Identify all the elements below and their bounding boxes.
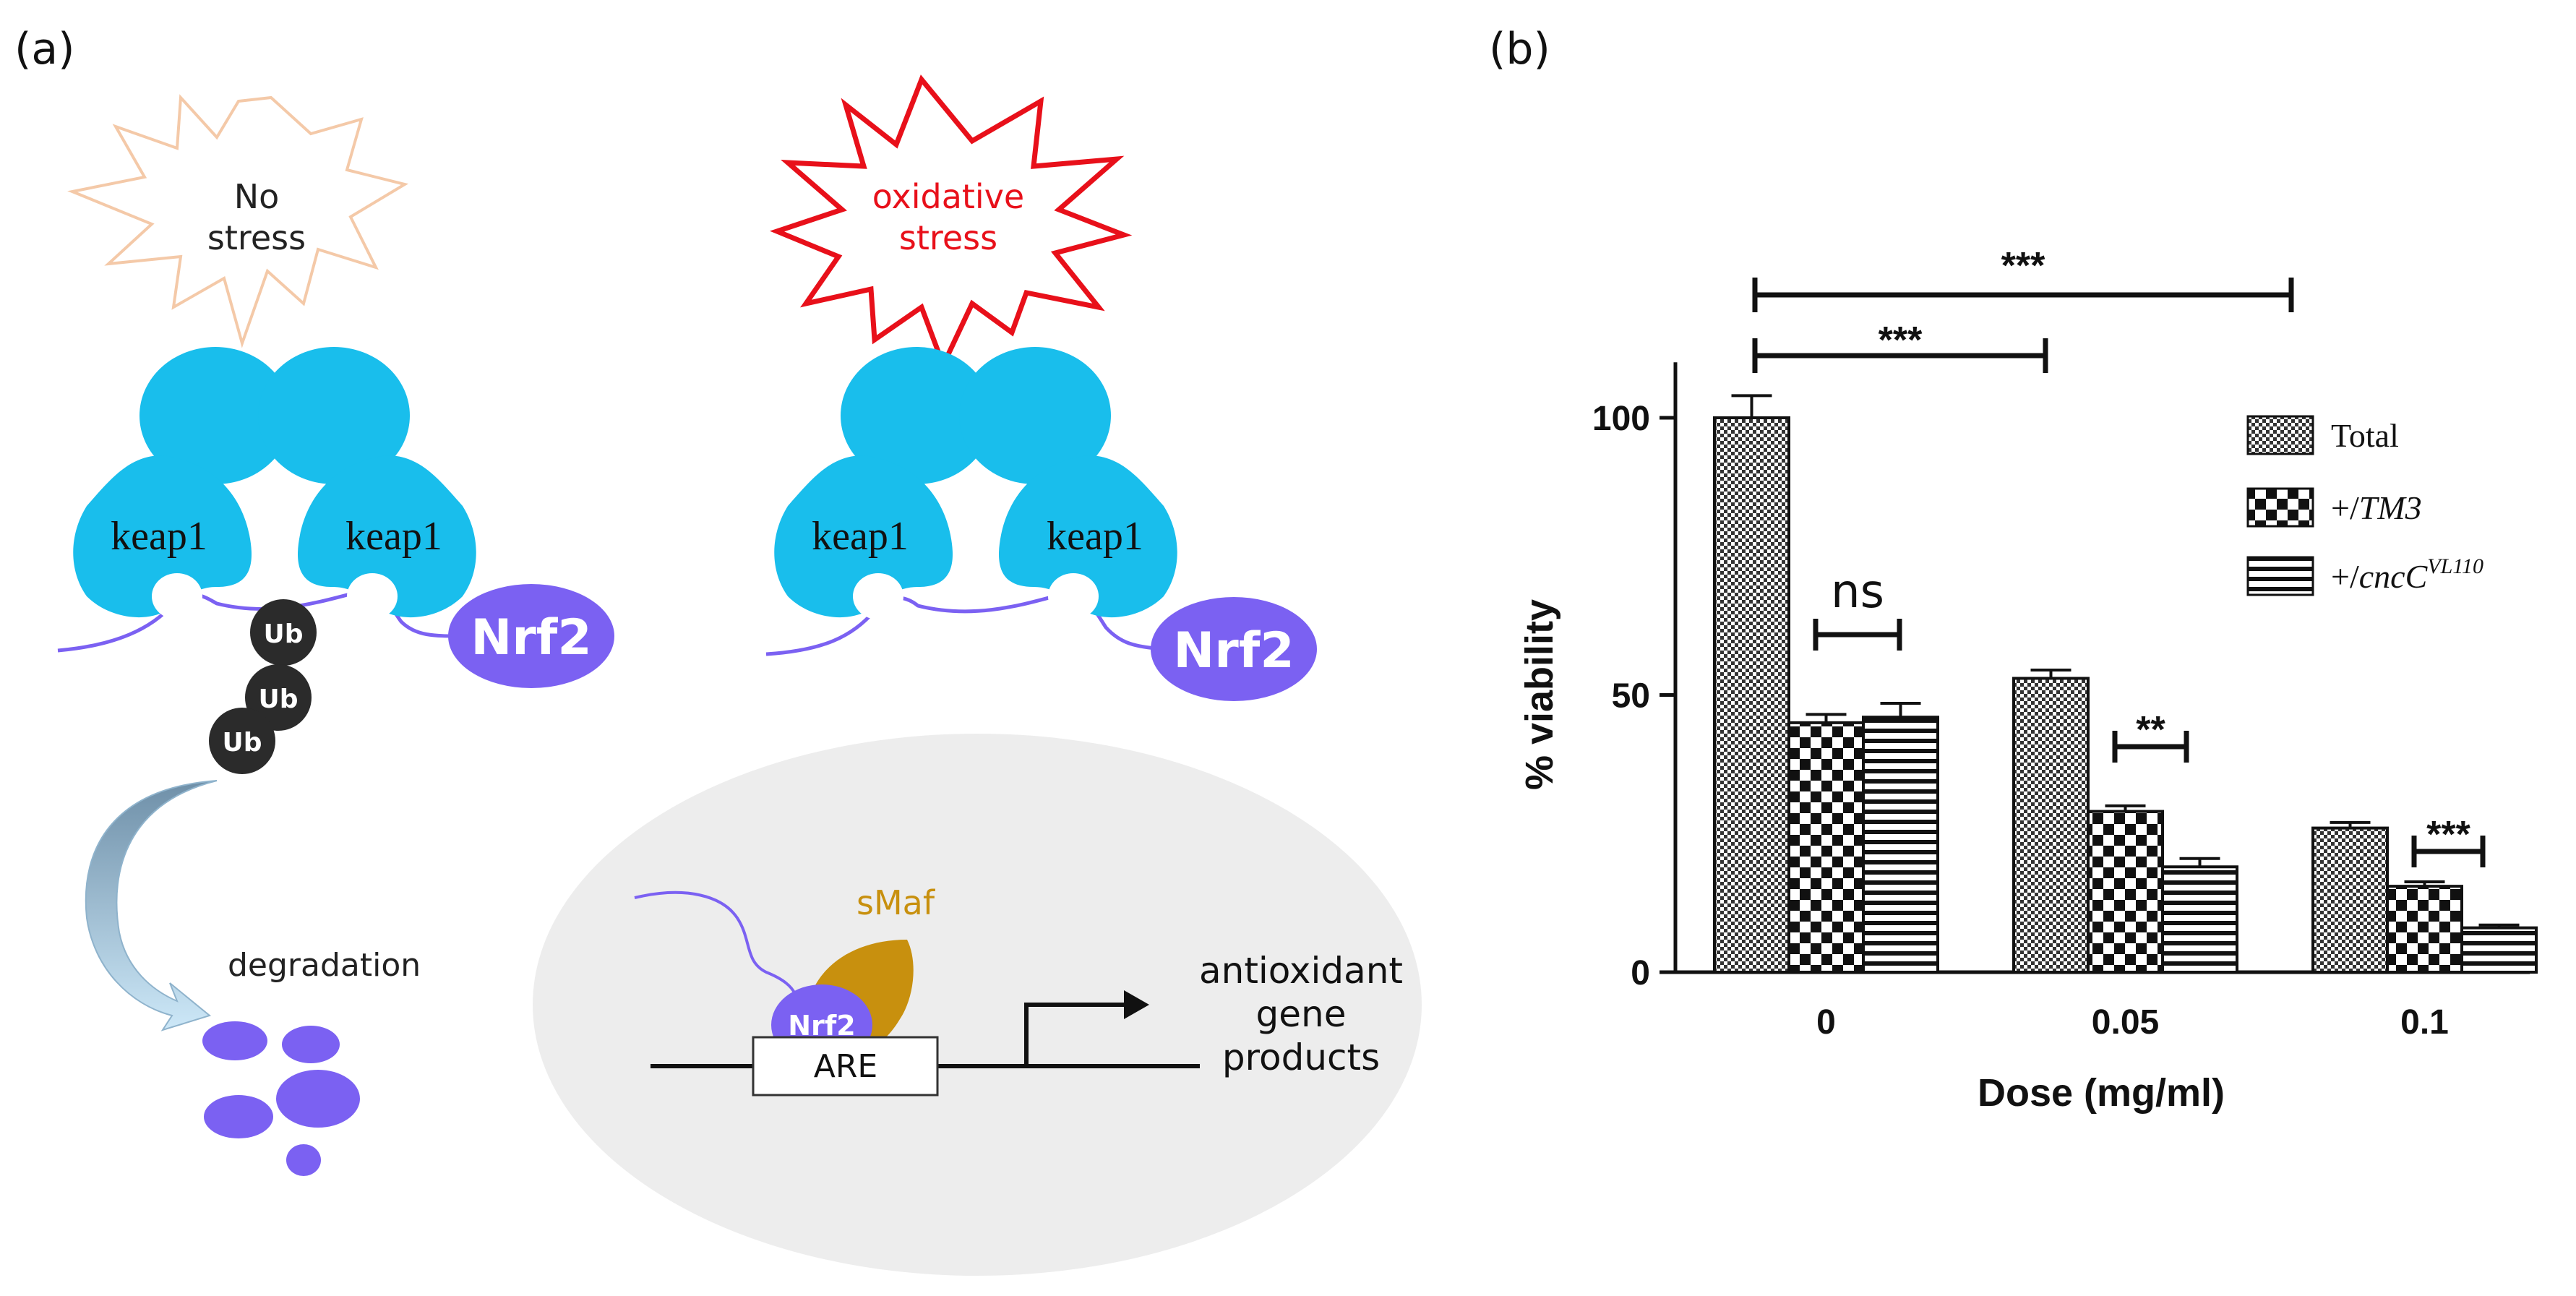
fragment <box>204 1095 273 1138</box>
keap1-right-pocket <box>1048 573 1099 619</box>
antioxidant-line3: products <box>1222 1037 1380 1078</box>
transcription-arrow <box>1024 1003 1128 1066</box>
keap1-dimer-lobe-left <box>841 347 992 484</box>
y-tick-label: 100 <box>1592 400 1650 438</box>
keap1-left-arm <box>73 455 252 618</box>
no-stress-line1: No <box>234 177 280 216</box>
bar <box>1862 716 1939 974</box>
fragment <box>202 1021 267 1060</box>
nrf2-oval-right <box>1151 597 1317 701</box>
fragment <box>276 1070 360 1128</box>
legend-swatch <box>2246 487 2314 528</box>
legend-swatch <box>2246 415 2314 455</box>
are-box <box>752 1036 939 1097</box>
legend-label: Total <box>2331 417 2399 454</box>
fragment <box>286 1144 321 1176</box>
legend-label: +/TM3 <box>2331 489 2422 526</box>
keap1-right-arm <box>999 455 1177 618</box>
panel-b-label: (b) <box>1489 24 1550 74</box>
bar <box>2386 885 2463 974</box>
keap1-label-left-2: keap1 <box>345 514 442 559</box>
degradation-label: degradation <box>228 947 421 984</box>
keap1-complex-right: keap1 keap1 Nrf2 <box>765 347 1317 701</box>
bar <box>1787 721 1865 974</box>
keap1-label-right-2: keap1 <box>1047 514 1143 559</box>
oxidative-stress-line1: oxidative <box>872 177 1024 216</box>
no-stress-burst: No stress <box>67 94 409 348</box>
antioxidant-line2: gene <box>1256 993 1347 1035</box>
nucleus-ellipse <box>533 734 1422 1276</box>
no-stress-line2: stress <box>207 218 306 257</box>
x-tick-label: 0.1 <box>2400 1003 2449 1042</box>
x-tick-label: 0 <box>1816 1003 1836 1042</box>
degraded-fragments <box>202 1021 360 1176</box>
nrf2-oval-left <box>448 584 614 688</box>
y-axis-label: % viability <box>1518 599 1561 790</box>
ub-circle-3 <box>209 708 275 774</box>
legend-label: +/cncCVL110 <box>2331 554 2483 595</box>
y-tick-label: 0 <box>1631 954 1650 992</box>
fragment <box>282 1026 340 1063</box>
keap1-label-right-1: keap1 <box>812 514 909 559</box>
keap1-complex-left: keap1 keap1 Nrf2 <box>57 347 614 688</box>
x-axis-label: Dose (mg/ml) <box>1978 1071 2225 1115</box>
significance-label: ** <box>2136 709 2165 751</box>
keap1-dimer-lobe-right <box>258 347 410 484</box>
are-label: ARE <box>814 1048 877 1085</box>
keap1-label-left-1: keap1 <box>111 514 207 559</box>
oxidative-stress-line2: stress <box>899 218 997 257</box>
ub-circle-1 <box>250 599 317 666</box>
legend-main: TM3 <box>2359 489 2422 526</box>
legend-swatch <box>2246 556 2314 596</box>
panel-a: (a) No stress oxidative stress keap1 kea… <box>14 24 1422 1276</box>
legend-prefix: +/ <box>2331 558 2359 595</box>
bar <box>1713 416 1790 974</box>
keap1-left-pocket <box>853 573 903 619</box>
no-stress-burst-shape <box>67 94 409 348</box>
significance-label: *** <box>1879 319 1923 361</box>
keap1-left-arm <box>774 455 953 618</box>
ub-label-2: Ub <box>258 685 298 714</box>
ub-label-3: Ub <box>222 728 262 758</box>
bar <box>2161 865 2238 974</box>
significance-label: *** <box>2426 814 2470 856</box>
keap1-right-pocket <box>347 573 398 619</box>
ubiquitin-chain: Ub Ub Ub <box>209 599 317 774</box>
smaf-label: sMaf <box>856 883 936 922</box>
panel-b: (b) 0 50 100 % viability 0 0.05 0.1 Dose (mg/ml… <box>1489 24 2538 1115</box>
legend-prefix: +/ <box>2331 489 2359 526</box>
y-tick-label: 50 <box>1612 677 1650 716</box>
oxidative-stress-burst: oxidative stress <box>769 74 1133 372</box>
significance-label: ns <box>1831 565 1884 619</box>
nucleus: sMaf Nrf2 ARE antioxidant gene products <box>533 734 1422 1276</box>
nrf2-tail-nucleus <box>634 891 797 995</box>
bar <box>2311 826 2389 974</box>
panel-a-label: (a) <box>14 24 75 74</box>
bar <box>2087 810 2164 974</box>
ub-label-1: Ub <box>263 619 303 649</box>
bar <box>2460 926 2538 974</box>
nrf2-label-right: Nrf2 <box>1173 622 1294 679</box>
nrf2-tail-right <box>765 591 1164 656</box>
transcription-arrowhead <box>1124 990 1149 1019</box>
keap1-dimer-lobe-right <box>959 347 1111 484</box>
keap1-right-arm <box>298 455 476 618</box>
keap1-dimer-lobe-left <box>139 347 291 484</box>
degradation-arrow <box>85 780 218 1031</box>
nrf2-label-left: Nrf2 <box>471 609 591 666</box>
legend-main: cncC <box>2359 558 2429 595</box>
keap1-left-pocket <box>152 573 202 619</box>
antioxidant-line1: antioxidant <box>1199 950 1403 992</box>
significance-label: *** <box>2001 245 2045 287</box>
bar <box>2012 677 2090 974</box>
x-tick-label: 0.05 <box>2092 1003 2159 1042</box>
legend-superscript: VL110 <box>2427 554 2483 578</box>
